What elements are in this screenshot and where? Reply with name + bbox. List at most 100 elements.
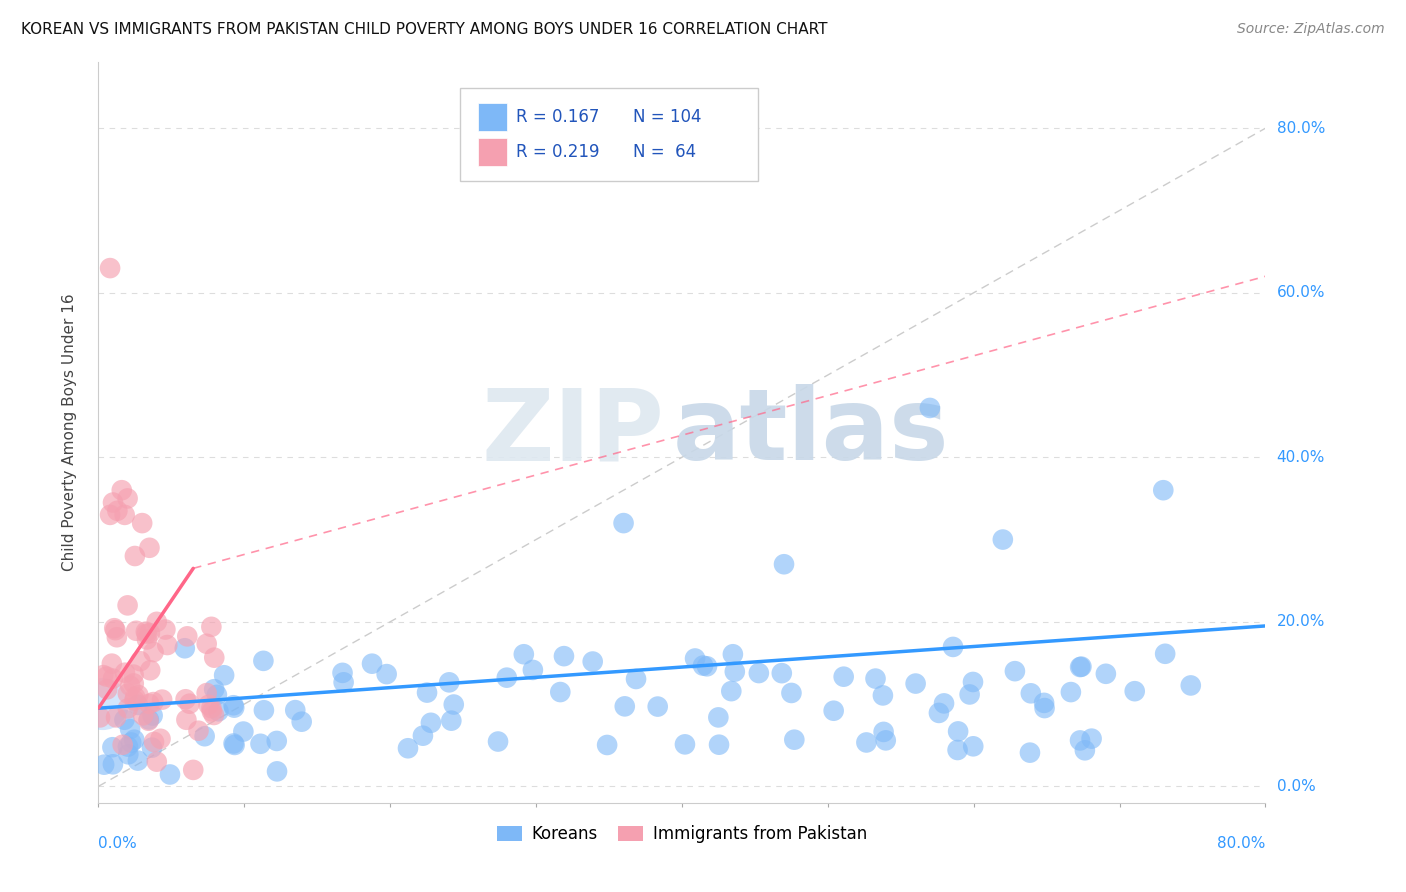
Bar [478,138,508,166]
Point [142,695,165,709]
Point [928,706,950,720]
Point [1154,647,1177,661]
Text: ZIP: ZIP [481,384,665,481]
Point [146,755,169,769]
Point [962,739,984,754]
Point [486,734,509,748]
Point [120,722,142,736]
Point [1123,684,1146,698]
Point [855,735,877,749]
Point [159,767,181,781]
Point [129,654,152,668]
Point [823,704,845,718]
Point [440,714,463,728]
Point [120,679,142,693]
Text: N =  64: N = 64 [633,143,696,161]
Bar [478,103,508,131]
Point [582,655,605,669]
Point [117,701,139,715]
Point [149,731,172,746]
Point [200,620,222,634]
Point [195,686,218,700]
Point [194,729,217,743]
Point [222,698,245,713]
Point [253,703,276,717]
Point [513,647,536,661]
Point [612,516,634,530]
Point [146,615,169,629]
Point [101,672,124,686]
Point [647,699,669,714]
Point [138,541,160,555]
Point [104,623,127,637]
Point [174,692,197,706]
Point [1152,483,1174,498]
Point [179,697,201,711]
Point [707,710,730,724]
Point [865,672,887,686]
Point [142,645,165,659]
Point [416,685,439,699]
Text: 60.0%: 60.0% [1277,285,1324,301]
Point [205,688,228,702]
Point [122,732,145,747]
Point [252,654,274,668]
Point [224,700,246,714]
FancyBboxPatch shape [460,88,758,181]
Text: atlas: atlas [672,384,949,481]
Point [692,658,714,673]
Text: N = 104: N = 104 [633,108,702,127]
Point [991,533,1014,547]
Point [437,675,460,690]
Point [98,508,121,522]
Point [138,697,160,711]
Point [222,736,245,750]
Point [522,663,544,677]
Point [1033,696,1056,710]
Point [724,665,747,679]
Point [202,650,225,665]
Point [1080,731,1102,746]
Text: 80.0%: 80.0% [1218,836,1265,851]
Point [207,704,229,718]
Point [375,667,398,681]
Point [111,483,134,498]
Point [707,738,730,752]
Point [783,732,806,747]
Legend: Koreans, Immigrants from Pakistan: Koreans, Immigrants from Pakistan [491,819,873,850]
Point [1019,746,1042,760]
Point [101,495,124,509]
Point [96,682,118,697]
Point [550,685,572,699]
Text: Source: ZipAtlas.com: Source: ZipAtlas.com [1237,22,1385,37]
Point [200,701,222,715]
Point [187,723,209,738]
Point [124,693,146,707]
Point [904,676,927,690]
Point [553,649,575,664]
Point [875,733,897,747]
Point [105,710,128,724]
Point [1070,659,1092,673]
Point [1095,666,1118,681]
Point [720,684,742,698]
Point [103,621,125,635]
Point [412,729,434,743]
Point [124,549,146,563]
Point [1074,743,1097,757]
Y-axis label: Child Poverty Among Boys Under 16: Child Poverty Among Boys Under 16 [62,293,77,572]
Point [127,754,149,768]
Point [173,641,195,656]
Point [1033,701,1056,715]
Point [748,666,770,681]
Text: 0.0%: 0.0% [1277,779,1315,794]
Point [202,682,225,697]
Point [918,401,941,415]
Point [1060,685,1083,699]
Point [117,739,139,754]
Point [872,725,894,739]
Point [683,651,706,665]
Point [138,714,160,728]
Point [266,734,288,748]
Point [122,667,145,681]
